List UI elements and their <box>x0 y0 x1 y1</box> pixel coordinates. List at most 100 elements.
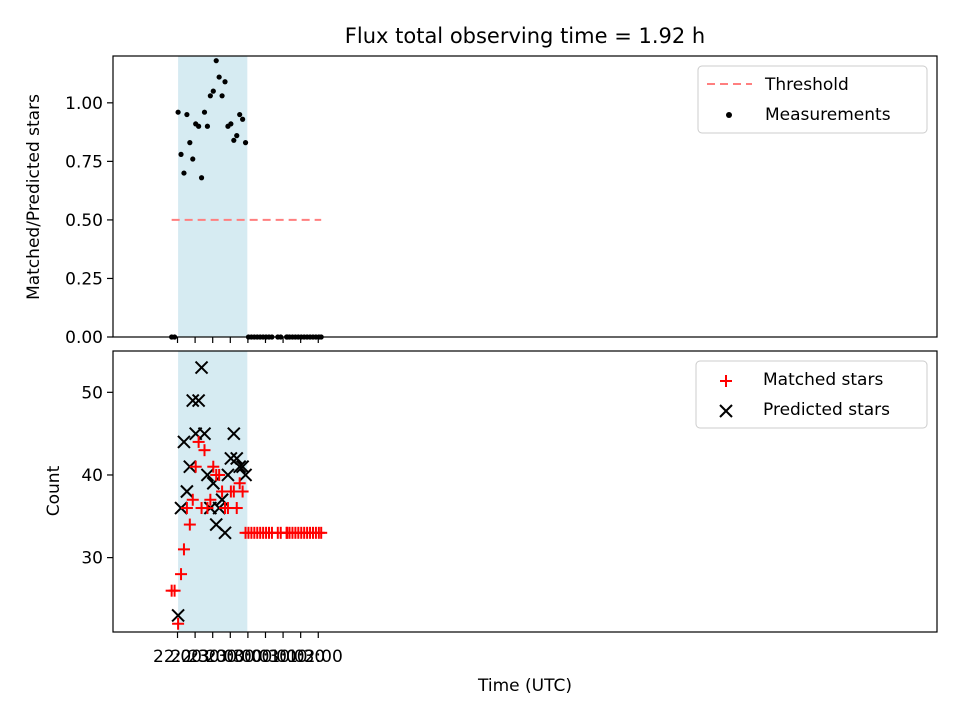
top-observing-span <box>178 56 248 337</box>
predicted-star-marker <box>221 468 235 482</box>
predicted-marker-stroke <box>197 426 212 441</box>
measurement-point <box>216 74 222 80</box>
top-ytick-label: 0.25 <box>65 269 103 289</box>
predicted-stars-layer <box>171 360 253 623</box>
bottom-xtick-label: 00:30 <box>241 647 290 667</box>
measurement-point <box>222 79 228 85</box>
matched-star-marker <box>189 460 202 473</box>
top-ylabel: Matched/Predicted stars <box>24 94 44 300</box>
matched-star-marker <box>207 460 220 473</box>
top-panel: 0.00 0.25 0.50 0.75 1.00 Matched/Predicted s… <box>24 55 938 348</box>
observing-span-rect <box>178 56 248 337</box>
bottom-ytick-label: 30 <box>81 549 103 569</box>
top-ytick-label: 1.00 <box>65 94 103 114</box>
predicted-marker-stroke <box>177 435 191 449</box>
measurement-point <box>204 123 211 129</box>
matched-star-marker <box>201 502 214 515</box>
predicted-marker-stroke <box>206 476 220 490</box>
predicted-marker-stroke <box>238 468 253 482</box>
measurement-point <box>187 140 193 146</box>
bottom-panel: 30 40 50 22:0022:3023:0023:3000:0000:3001:… <box>44 350 938 696</box>
top-legend: Threshold Measurements <box>697 65 928 134</box>
measurement-point <box>207 93 213 99</box>
measurement-point <box>196 123 202 129</box>
bottom-xtick-label: 22:30 <box>171 647 220 667</box>
legend-threshold-label: Threshold <box>764 75 849 95</box>
predicted-star-marker <box>191 393 206 408</box>
predicted-marker-stroke <box>224 451 238 466</box>
predicted-star-marker <box>186 393 200 408</box>
measurement-point <box>184 111 190 118</box>
predicted-marker-stroke <box>232 459 247 474</box>
matched-star-marker <box>233 477 246 490</box>
bottom-xtick-label: 01:30 <box>276 647 325 667</box>
measurement-point <box>201 109 208 115</box>
measurement-point <box>198 175 205 181</box>
matched-star-marker <box>186 493 199 506</box>
bottom-ytick-label: 50 <box>81 383 103 403</box>
matched-star-marker <box>204 493 217 506</box>
predicted-star-marker <box>194 360 209 375</box>
legend-predicted-swatch <box>719 404 733 418</box>
measurement-point <box>175 109 181 115</box>
predicted-marker-stroke <box>221 468 235 482</box>
predicted-marker-stroke <box>227 426 241 441</box>
bottom-xtick-label: 23:30 <box>206 647 255 667</box>
legend-matched-label: Matched stars <box>763 370 883 390</box>
matched-star-marker <box>192 435 205 448</box>
matched-star-marker <box>315 526 328 539</box>
top-legend-box <box>697 65 928 134</box>
predicted-marker-stroke <box>186 393 200 408</box>
bottom-ylabel: Count <box>44 465 64 516</box>
measurement-point <box>181 170 187 176</box>
measurement-point <box>178 151 184 157</box>
bottom-xtick-label: 22:00 <box>153 647 202 667</box>
bottom-ytick-label: 40 <box>81 466 103 486</box>
bottom-legend-box <box>695 360 928 429</box>
predicted-star-marker <box>232 459 247 474</box>
measurement-point <box>234 133 240 139</box>
measurement-point <box>242 140 249 146</box>
predicted-star-marker <box>227 426 241 441</box>
bottom-yaxis-ticks: 30 40 50 <box>81 383 113 569</box>
measurement-point <box>219 93 225 99</box>
predicted-star-marker <box>177 435 191 449</box>
measurement-point <box>213 58 219 64</box>
predicted-marker-stroke <box>235 459 250 474</box>
bottom-xtick-label: 23:00 <box>188 647 237 667</box>
predicted-star-marker <box>171 608 185 623</box>
predicted-star-marker <box>180 484 194 499</box>
top-yaxis-ticks: 0.00 0.25 0.50 0.75 1.00 <box>65 94 113 348</box>
bottom-xtick-label: 00:00 <box>223 647 272 667</box>
matched-star-marker <box>213 468 226 481</box>
figure-title: Flux total observing time = 1.92 h <box>345 24 705 48</box>
predicted-star-marker <box>230 451 244 466</box>
bottom-xtick-label: 01:00 <box>259 647 308 667</box>
legend-matched-swatch <box>720 375 732 387</box>
bottom-xlabel: Time (UTC) <box>477 676 572 696</box>
predicted-marker-stroke <box>200 468 215 482</box>
measurement-point <box>231 137 237 143</box>
predicted-star-marker <box>200 468 215 482</box>
bottom-xtick-label: 02:00 <box>294 647 343 667</box>
predicted-star-marker <box>197 426 212 441</box>
top-ytick-label: 0.50 <box>65 211 103 231</box>
measurement-point <box>228 121 234 127</box>
matched-star-marker <box>230 502 243 515</box>
predicted-marker-stroke <box>209 517 223 532</box>
measurement-point <box>240 116 246 122</box>
matched-star-marker <box>236 485 249 498</box>
predicted-star-marker <box>238 468 253 482</box>
top-xaxis-ticks <box>176 337 319 343</box>
matched-stars-layer <box>165 435 328 630</box>
predicted-marker-stroke <box>215 493 229 507</box>
predicted-star-marker <box>206 476 220 490</box>
predicted-star-marker <box>215 493 229 507</box>
predicted-marker-stroke <box>194 360 209 375</box>
bottom-axes-frame <box>112 350 938 633</box>
top-ytick-label: 0.00 <box>65 328 103 348</box>
matched-star-marker <box>175 568 188 581</box>
matched-star-marker <box>168 584 181 597</box>
predicted-marker-stroke <box>218 526 232 540</box>
